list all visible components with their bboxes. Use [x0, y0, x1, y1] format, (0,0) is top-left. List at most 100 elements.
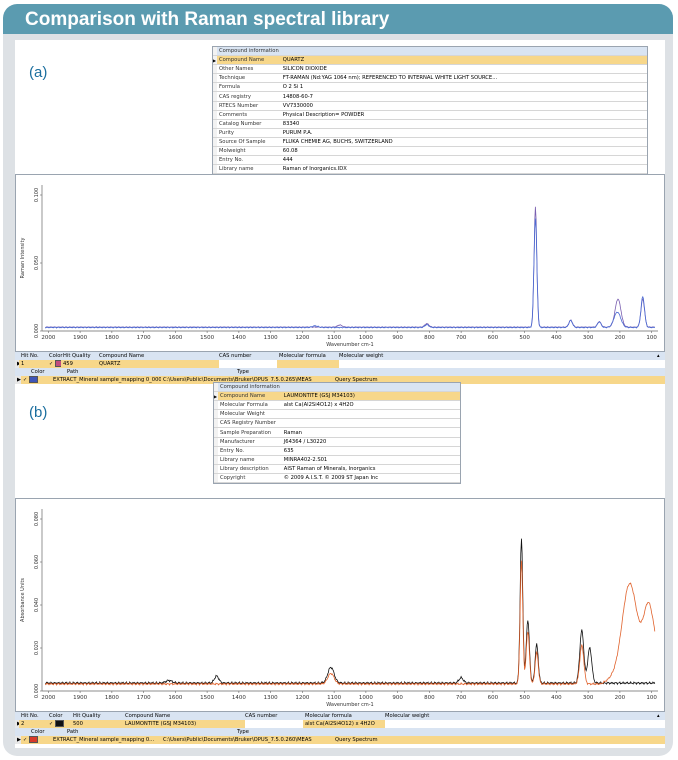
- visibility-checkbox[interactable]: ✓: [49, 721, 54, 727]
- row-marker: [214, 464, 218, 474]
- info-header: Compound information: [218, 383, 282, 393]
- info-value: [281, 409, 460, 420]
- scroll-up-icon[interactable]: ▴: [657, 353, 660, 359]
- info-key: CAS Registry Number: [218, 418, 282, 429]
- info-row[interactable]: Sample Preparation Raman: [214, 427, 460, 438]
- info-row[interactable]: Entry No. 635: [214, 446, 460, 456]
- info-row[interactable]: Source Of Sample FLUKA CHEMIE AG, BUCHS, …: [213, 137, 647, 148]
- info-value: alst Ca(Al2Si4O12) x 4H2O: [281, 400, 460, 411]
- file-column-header: Color: [31, 729, 45, 735]
- reference-spectrum-line: [45, 538, 656, 686]
- info-row[interactable]: ▶ Compound Name QUARTZ: [213, 55, 647, 66]
- spectrum-plot-a[interactable]: 2000 1900 1800 1700 1600 1500 1400 1300 1200 1100…: [15, 174, 665, 352]
- x-tick-label: 500: [519, 695, 530, 701]
- info-value: Raman: [281, 427, 460, 438]
- hit-column-header: Color: [49, 713, 63, 719]
- info-row[interactable]: Library description AIST Raman of Mineral…: [214, 464, 460, 474]
- file-type-cell: Query Spectrum: [335, 737, 378, 743]
- info-row[interactable]: Molecular Weight: [214, 409, 460, 420]
- info-key: Sample Preparation: [218, 427, 282, 438]
- info-key: Entry No.: [218, 446, 282, 456]
- file-row[interactable]: ▶ ✓ EXTRACT_Mineral sample_mapping 0... C:\…: [15, 736, 665, 744]
- hit-color-swatch[interactable]: [55, 360, 63, 367]
- row-marker: [214, 409, 218, 420]
- file-list-header: Color Path Type: [15, 368, 665, 376]
- info-row[interactable]: CAS registry 14808-60-7: [213, 91, 647, 102]
- info-row[interactable]: Purity PURUM P.A.: [213, 128, 647, 138]
- info-row[interactable]: RTECS Number VV7330000: [213, 101, 647, 111]
- info-row[interactable]: Library name MINRA402-2.S01: [214, 455, 460, 465]
- info-row[interactable]: Formula O 2 Si 1: [213, 82, 647, 93]
- info-row[interactable]: Entry No. 444: [213, 155, 647, 166]
- hit-cell: [217, 360, 279, 368]
- info-row[interactable]: Molweight 60.08: [213, 146, 647, 157]
- hit-cell: [277, 360, 339, 368]
- x-tick-label: 800: [424, 335, 435, 341]
- info-header-value: [280, 47, 647, 57]
- hit-cell: [337, 360, 399, 368]
- hit-list-header: Hit No. Color Hit Quality Compound Name CAS …: [15, 712, 665, 720]
- info-value: SILICON DIOXIDE: [280, 64, 647, 75]
- file-row[interactable]: ▶✓ EXTRACT_Mineral sample_mapping 0_00010…: [15, 376, 665, 384]
- info-value: O 2 Si 1: [280, 82, 647, 93]
- panel-b-label: (b): [29, 404, 48, 421]
- x-tick-label: 1200: [295, 335, 309, 341]
- info-key: Library name: [218, 455, 282, 465]
- spectrum-plot-b[interactable]: 2000 1900 1800 1700 1600 1500 1400 1300 1200 1100…: [15, 498, 665, 712]
- x-axis-label: Wavenumber cm-1: [326, 342, 373, 348]
- row-marker: [213, 47, 217, 57]
- compound-info-table-b: Compound information ▶ Compound Name LAUMON…: [213, 382, 461, 485]
- row-marker: [214, 400, 218, 411]
- x-tick-label: 1400: [232, 335, 246, 341]
- row-marker: [214, 437, 218, 447]
- y-axis-label: Absorbance Units: [20, 578, 26, 622]
- file-color-swatch[interactable]: [29, 736, 39, 743]
- info-value: Raman of Inorganics.IDX: [280, 164, 647, 175]
- info-row[interactable]: Molecular Formula alst Ca(Al2Si4O12) x 4H…: [214, 400, 460, 411]
- hit-color-swatch[interactable]: [55, 720, 65, 727]
- row-marker: [214, 418, 218, 429]
- info-row[interactable]: Copyright © 2009 A.I.S.T. © 2009 ST Japan…: [214, 473, 460, 484]
- panel-b: (b) Compound information ▶ Compound Name LA…: [15, 380, 665, 748]
- info-row[interactable]: Catalog Number 83340: [213, 119, 647, 129]
- info-row[interactable]: ▶ Compound Name LAUMONTITE (GSJ M34103): [214, 391, 460, 402]
- visibility-checkbox[interactable]: ✓: [23, 737, 28, 743]
- info-row[interactable]: Library name Raman of Inorganics.IDX: [213, 164, 647, 175]
- visibility-checkbox[interactable]: ✓: [23, 377, 28, 383]
- x-tick-label: 600: [488, 695, 499, 701]
- visibility-checkbox[interactable]: ✓: [49, 361, 54, 367]
- file-list-header: Color Path Type: [15, 728, 665, 736]
- hit-column-header: Compound Name: [99, 353, 145, 359]
- file-name-cell: EXTRACT_Mineral sample_mapping 0_000103.…: [53, 377, 161, 383]
- info-value: 444: [280, 155, 647, 166]
- x-tick-label: 1600: [168, 695, 182, 701]
- scroll-up-icon[interactable]: ▴: [657, 713, 660, 719]
- info-row[interactable]: CAS Registry Number: [214, 418, 460, 429]
- row-marker: [213, 110, 217, 120]
- info-row[interactable]: Comments Physical Description= POWDER: [213, 110, 647, 120]
- row-marker: [214, 446, 218, 456]
- info-row[interactable]: Manufacturer J64364 / L30220: [214, 437, 460, 447]
- row-marker: [213, 155, 217, 166]
- x-tick-label: 1500: [200, 695, 214, 701]
- info-key: Catalog Number: [217, 119, 281, 129]
- y-tick-label: 0.080: [34, 512, 40, 526]
- hit-column-header: Hit No.: [21, 353, 39, 359]
- info-value: 60.08: [280, 146, 647, 157]
- info-value: 14808-60-7: [280, 91, 647, 102]
- info-value: PURUM P.A.: [280, 128, 647, 138]
- hit-column-header: Hit No.: [21, 713, 39, 719]
- x-tick-label: 1400: [232, 695, 246, 701]
- hit-column-header: Hit Quality: [73, 713, 101, 719]
- hit-cell: QUARTZ: [97, 360, 219, 368]
- x-tick-label: 800: [424, 695, 435, 701]
- info-row[interactable]: Technique FT-RAMAN (Nd:YAG 1064 nm); REFE…: [213, 73, 647, 84]
- row-marker: [213, 128, 217, 138]
- file-color-cell: ✓: [21, 736, 51, 744]
- info-row[interactable]: Other Names SILICON DIOXIDE: [213, 64, 647, 75]
- hit-color-cell: ✓: [47, 360, 63, 368]
- file-color-swatch[interactable]: [29, 376, 39, 383]
- x-tick-label: 1800: [105, 695, 119, 701]
